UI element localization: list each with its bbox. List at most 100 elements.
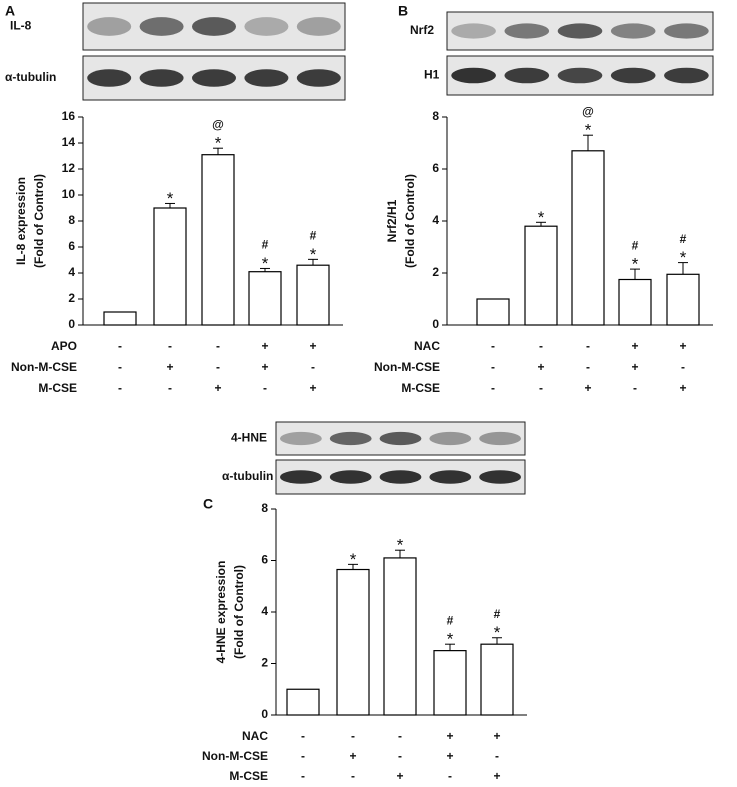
y-tick-label: 6 xyxy=(261,553,268,567)
y-tick-label: 2 xyxy=(261,656,268,670)
blot-band xyxy=(479,470,522,484)
treatment-sign: - xyxy=(351,769,355,783)
y-axis-label: 4-HNE expression xyxy=(214,561,228,664)
y-tick-label: 4 xyxy=(68,265,75,279)
treatment-sign: - xyxy=(118,381,122,395)
treatment-sign: - xyxy=(301,769,305,783)
blot-band xyxy=(279,470,322,484)
y-axis-label: IL-8 expression xyxy=(14,177,28,265)
treatment-label: APO xyxy=(51,339,77,353)
treatment-sign: + xyxy=(537,360,544,374)
panel-label: C xyxy=(203,496,213,512)
treatment-label: Non-M-CSE xyxy=(202,749,268,763)
significance-mark: * xyxy=(447,630,454,649)
y-tick-label: 6 xyxy=(68,239,75,253)
treatment-label: Non-M-CSE xyxy=(374,360,440,374)
blot-band xyxy=(429,431,472,446)
treatment-label: NAC xyxy=(414,339,440,353)
significance-mark: * xyxy=(262,254,269,273)
significance-mark: * xyxy=(167,189,174,208)
treatment-sign: - xyxy=(301,729,305,743)
significance-mark: # xyxy=(262,238,269,252)
bar xyxy=(480,643,514,716)
y-tick-label: 0 xyxy=(261,707,268,721)
error-bar xyxy=(630,268,640,280)
y-tick-label: 8 xyxy=(432,109,439,123)
blot-label: 4-HNE xyxy=(231,431,267,445)
treatment-sign: - xyxy=(586,360,590,374)
blot-band xyxy=(296,69,341,87)
treatment-sign: - xyxy=(633,381,637,395)
treatment-sign: + xyxy=(679,381,686,395)
error-bar xyxy=(348,563,358,570)
significance-mark: * xyxy=(538,208,545,227)
blot-label: H1 xyxy=(424,68,440,82)
panel-label: A xyxy=(5,3,15,19)
blot-band xyxy=(379,470,422,484)
treatment-sign: - xyxy=(586,339,590,353)
significance-mark: @ xyxy=(212,117,224,131)
significance-mark: # xyxy=(310,229,317,243)
blot-band xyxy=(451,67,496,84)
treatment-sign: + xyxy=(493,769,500,783)
treatment-sign: + xyxy=(493,729,500,743)
treatment-sign: - xyxy=(263,381,267,395)
blot-label: IL-8 xyxy=(10,19,32,33)
blot-band xyxy=(139,69,184,87)
bar xyxy=(524,225,558,326)
error-bar xyxy=(308,258,318,266)
blot-band xyxy=(429,470,472,484)
y-axis-label: Nrf2/H1 xyxy=(385,199,399,242)
error-bar xyxy=(678,262,688,275)
treatment-sign: + xyxy=(584,381,591,395)
blot-band xyxy=(664,23,709,39)
error-bar xyxy=(213,147,223,155)
significance-mark: @ xyxy=(582,104,594,118)
treatment-sign: - xyxy=(491,381,495,395)
y-axis-label: (Fold of Control) xyxy=(403,174,417,268)
treatment-sign: - xyxy=(398,729,402,743)
blot-band xyxy=(296,17,341,36)
treatment-sign: + xyxy=(679,339,686,353)
significance-mark: * xyxy=(310,245,317,264)
error-bar xyxy=(165,202,175,208)
treatment-sign: - xyxy=(398,749,402,763)
treatment-sign: + xyxy=(446,729,453,743)
bar xyxy=(248,271,282,326)
error-bar xyxy=(583,134,593,151)
significance-mark: * xyxy=(397,536,404,555)
y-tick-label: 10 xyxy=(62,187,76,201)
blot-band xyxy=(451,23,496,39)
blot-band xyxy=(379,431,422,446)
y-tick-label: 8 xyxy=(68,213,75,227)
treatment-sign: - xyxy=(681,360,685,374)
treatment-sign: + xyxy=(349,749,356,763)
bar xyxy=(383,557,417,716)
treatment-sign: - xyxy=(491,360,495,374)
error-bar xyxy=(536,221,546,227)
treatment-sign: - xyxy=(216,360,220,374)
treatment-sign: + xyxy=(309,381,316,395)
bar xyxy=(666,273,700,326)
significance-mark: * xyxy=(680,248,687,267)
treatment-sign: - xyxy=(448,769,452,783)
treatment-label: NAC xyxy=(242,729,268,743)
bar xyxy=(201,154,235,326)
y-tick-label: 14 xyxy=(62,135,76,149)
error-bar xyxy=(395,549,405,558)
y-tick-label: 0 xyxy=(432,317,439,331)
treatment-sign: - xyxy=(301,749,305,763)
treatment-sign: - xyxy=(491,339,495,353)
blot-label: α-tubulin xyxy=(222,469,273,483)
blot-band xyxy=(557,23,603,39)
y-tick-label: 16 xyxy=(62,109,76,123)
treatment-label: M-CSE xyxy=(229,769,268,783)
y-tick-label: 4 xyxy=(261,604,268,618)
bar xyxy=(286,688,320,716)
y-tick-label: 2 xyxy=(68,291,75,305)
blot-band xyxy=(279,431,322,446)
bar xyxy=(433,650,467,716)
significance-mark: * xyxy=(215,134,222,153)
treatment-sign: + xyxy=(631,360,638,374)
treatment-sign: + xyxy=(261,339,268,353)
